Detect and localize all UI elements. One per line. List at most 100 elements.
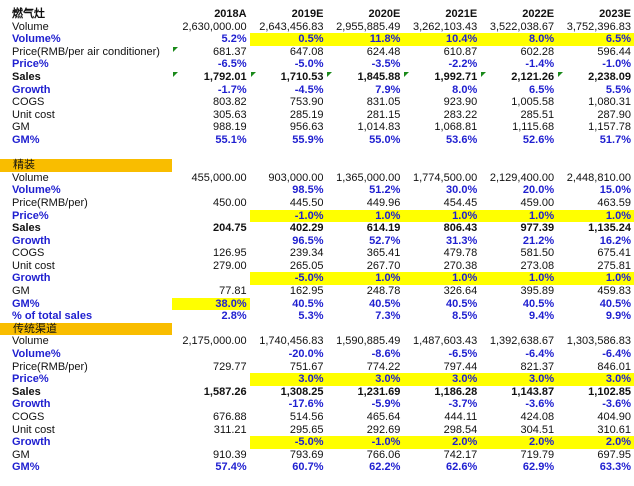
value-cell-2018a[interactable] [172,184,250,197]
value-cell-2023e[interactable]: -6.4% [557,348,634,361]
value-cell-2023e[interactable]: 16.2% [557,235,634,248]
value-cell-2020e[interactable]: 62.2% [326,461,403,474]
row-label-cell[interactable]: COGS [0,411,172,424]
value-cell-2022e[interactable]: 6.5% [480,84,557,97]
value-cell-2022e[interactable]: 62.9% [480,461,557,474]
row-label-cell[interactable]: GM [0,449,172,462]
value-cell-2021e[interactable]: 797.44 [403,361,480,374]
value-cell-2020e[interactable]: 7.3% [326,310,403,323]
value-cell-2018a[interactable]: 1,587.26 [172,386,250,399]
value-cell-2020e[interactable]: 766.06 [326,449,403,462]
value-cell-2023e[interactable]: 1,157.78 [557,121,634,134]
value-cell-2021e[interactable]: 31.3% [403,235,480,248]
value-cell-2022e[interactable]: 9.4% [480,310,557,323]
value-cell-2023e[interactable]: 463.59 [557,197,634,210]
row-label-cell[interactable]: Volume [0,21,172,34]
value-cell-2023e[interactable]: 275.81 [557,260,634,273]
row-label-cell[interactable]: Unit cost [0,424,172,437]
value-cell-2022e[interactable]: 821.37 [480,361,557,374]
value-cell-2020e[interactable]: 2,955,885.49 [326,21,403,34]
value-cell-2018a[interactable]: 204.75 [172,222,250,235]
value-cell-2019e[interactable]: 514.56 [250,411,327,424]
value-cell-2023e[interactable]: 3.0% [557,373,634,386]
value-cell-2023e[interactable]: 51.7% [557,134,634,147]
value-cell-2023e[interactable]: 1,135.24 [557,222,634,235]
value-cell-2019e[interactable]: 285.19 [250,109,327,122]
value-cell-2022e[interactable]: 1,005.58 [480,96,557,109]
value-cell-2023e[interactable]: 2.0% [557,436,634,449]
row-label-cell[interactable]: Price% [0,373,172,386]
value-cell-2018a[interactable]: -1.7% [172,84,250,97]
value-cell-2020e[interactable]: 292.69 [326,424,403,437]
section-title-cell[interactable]: 传统渠道 [0,322,172,336]
value-cell-2018a[interactable]: 2,175,000.00 [172,335,250,348]
value-cell-2023e[interactable]: 287.90 [557,109,634,122]
value-cell-2018a[interactable] [172,373,250,386]
value-cell-2020e[interactable]: 1,365,000.00 [326,172,403,185]
value-cell-2021e[interactable]: 923.90 [403,96,480,109]
value-cell-2022e[interactable]: 1,115.68 [480,121,557,134]
value-cell-2021e[interactable]: -3.7% [403,398,480,411]
value-cell-2021e[interactable]: 326.64 [403,285,480,298]
value-cell-2020e[interactable]: 449.96 [326,197,403,210]
value-cell-2023e[interactable]: 40.5% [557,298,634,311]
value-cell-2022e[interactable]: 1,143.87 [480,386,557,399]
value-cell-2022e[interactable]: 2,129,400.00 [480,172,557,185]
value-cell-2021e[interactable]: 454.45 [403,197,480,210]
row-label-cell[interactable]: GM% [0,461,172,474]
value-cell-2023e[interactable]: 1,102.85 [557,386,634,399]
value-cell-2019e[interactable]: -4.5% [250,84,327,97]
value-cell-2023e[interactable]: 1,303,586.83 [557,335,634,348]
row-label-cell[interactable]: Price% [0,58,172,71]
value-cell-2018a[interactable]: 57.4% [172,461,250,474]
value-cell-2023e[interactable]: 2,448,810.00 [557,172,634,185]
value-cell-2019e[interactable]: 1,710.53 [250,71,333,84]
value-cell-2018a[interactable]: 5.2% [172,33,250,46]
value-cell-2019e[interactable]: -5.0% [249,436,327,449]
value-cell-2020e[interactable]: 624.48 [326,46,403,59]
row-label-cell[interactable]: Price% [0,210,172,223]
value-cell-2021e[interactable]: 8.5% [403,310,480,323]
value-cell-2022e[interactable]: 1,392,638.67 [480,335,557,348]
row-label-cell[interactable]: Volume% [0,184,172,197]
value-cell-2018a[interactable] [172,272,250,285]
value-cell-2021e[interactable]: 2.0% [403,436,481,449]
row-label-cell[interactable]: Growth [0,436,172,449]
value-cell-2022e[interactable]: 1.0% [480,272,558,286]
value-cell-2023e[interactable]: 2,238.09 [557,71,634,84]
value-cell-2020e[interactable]: -3.5% [326,58,403,71]
column-header-2023e[interactable]: 2023E [599,8,631,20]
value-cell-2023e[interactable]: 596.44 [557,46,634,59]
value-cell-2019e[interactable]: 1,740,456.83 [250,335,327,348]
value-cell-2018a[interactable]: 1,792.01 [172,71,256,84]
value-cell-2022e[interactable]: 52.6% [480,134,557,147]
value-cell-2023e[interactable]: 675.41 [557,247,634,260]
value-cell-2018a[interactable]: 77.81 [172,285,250,298]
value-cell-2020e[interactable]: 267.70 [326,260,403,273]
value-cell-2020e[interactable]: 465.64 [326,411,403,424]
value-cell-2023e[interactable]: 459.83 [557,285,634,298]
value-cell-2019e[interactable]: 98.5% [250,184,327,197]
value-cell-2019e[interactable]: 753.90 [250,96,327,109]
value-cell-2023e[interactable]: 1,080.31 [557,96,634,109]
value-cell-2022e[interactable]: 395.89 [480,285,557,298]
value-cell-2021e[interactable]: -6.5% [403,348,480,361]
row-label-cell[interactable]: Growth [0,235,172,248]
value-cell-2023e[interactable]: -1.0% [557,58,634,71]
row-label-cell[interactable]: Sales [0,71,178,84]
value-cell-2023e[interactable]: -3.6% [557,398,634,411]
row-label-cell[interactable]: Volume% [0,348,172,361]
value-cell-2020e[interactable]: 1.0% [326,272,404,286]
value-cell-2020e[interactable]: 1,231.69 [326,386,403,399]
value-cell-2018a[interactable]: 910.39 [172,449,250,462]
value-cell-2018a[interactable]: 729.77 [172,361,250,374]
value-cell-2018a[interactable]: 455,000.00 [172,172,250,185]
value-cell-2021e[interactable]: 1,774,500.00 [403,172,480,185]
value-cell-2018a[interactable]: 279.00 [172,260,250,273]
value-cell-2019e[interactable]: 0.5% [249,33,327,46]
value-cell-2021e[interactable]: 298.54 [403,424,480,437]
row-label-cell[interactable]: GM% [0,134,172,147]
value-cell-2019e[interactable]: 60.7% [250,461,327,474]
value-cell-2020e[interactable]: 11.8% [326,33,404,46]
row-label-cell[interactable]: COGS [0,96,172,109]
